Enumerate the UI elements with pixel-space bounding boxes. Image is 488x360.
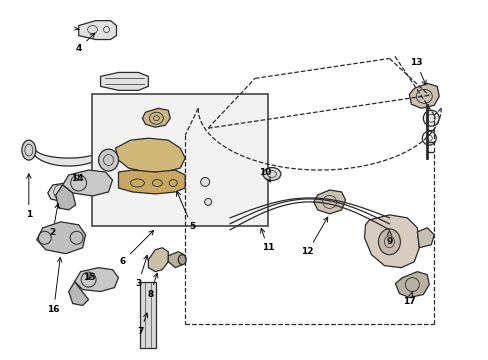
Ellipse shape [423, 110, 438, 126]
Polygon shape [37, 222, 85, 254]
Polygon shape [79, 21, 116, 40]
Polygon shape [416, 228, 433, 248]
Ellipse shape [22, 140, 36, 160]
FancyBboxPatch shape [140, 282, 156, 348]
Ellipse shape [99, 149, 118, 171]
Polygon shape [118, 170, 185, 194]
Text: 11: 11 [260, 228, 274, 252]
Polygon shape [56, 185, 76, 210]
Ellipse shape [200, 177, 209, 186]
Polygon shape [101, 72, 148, 90]
Text: 7: 7 [137, 313, 147, 336]
Polygon shape [48, 183, 73, 202]
Text: 14: 14 [71, 174, 84, 183]
Text: 3: 3 [135, 255, 148, 288]
Ellipse shape [263, 167, 280, 180]
Polygon shape [395, 272, 428, 298]
Ellipse shape [378, 229, 400, 255]
Ellipse shape [204, 198, 211, 206]
Text: 5: 5 [176, 192, 195, 231]
Polygon shape [75, 268, 118, 292]
Text: 9: 9 [386, 231, 392, 246]
Text: 4: 4 [75, 33, 95, 53]
Polygon shape [408, 84, 438, 108]
Polygon shape [62, 170, 112, 196]
Text: 10: 10 [258, 167, 270, 182]
Text: 8: 8 [147, 273, 158, 299]
Polygon shape [31, 148, 106, 166]
Polygon shape [148, 248, 168, 272]
Text: 13: 13 [409, 58, 425, 85]
Polygon shape [364, 215, 419, 268]
Text: 17: 17 [402, 292, 415, 306]
FancyBboxPatch shape [91, 94, 267, 226]
Text: 12: 12 [301, 217, 327, 256]
Polygon shape [168, 252, 184, 268]
Text: 16: 16 [47, 257, 62, 314]
Polygon shape [68, 282, 88, 306]
Text: 15: 15 [83, 273, 96, 282]
Text: 2: 2 [49, 204, 60, 237]
Polygon shape [115, 138, 185, 172]
Polygon shape [313, 190, 345, 214]
Text: 1: 1 [26, 174, 32, 219]
Polygon shape [142, 108, 170, 127]
Ellipse shape [178, 255, 186, 265]
Ellipse shape [422, 131, 435, 145]
Text: 6: 6 [119, 230, 153, 266]
